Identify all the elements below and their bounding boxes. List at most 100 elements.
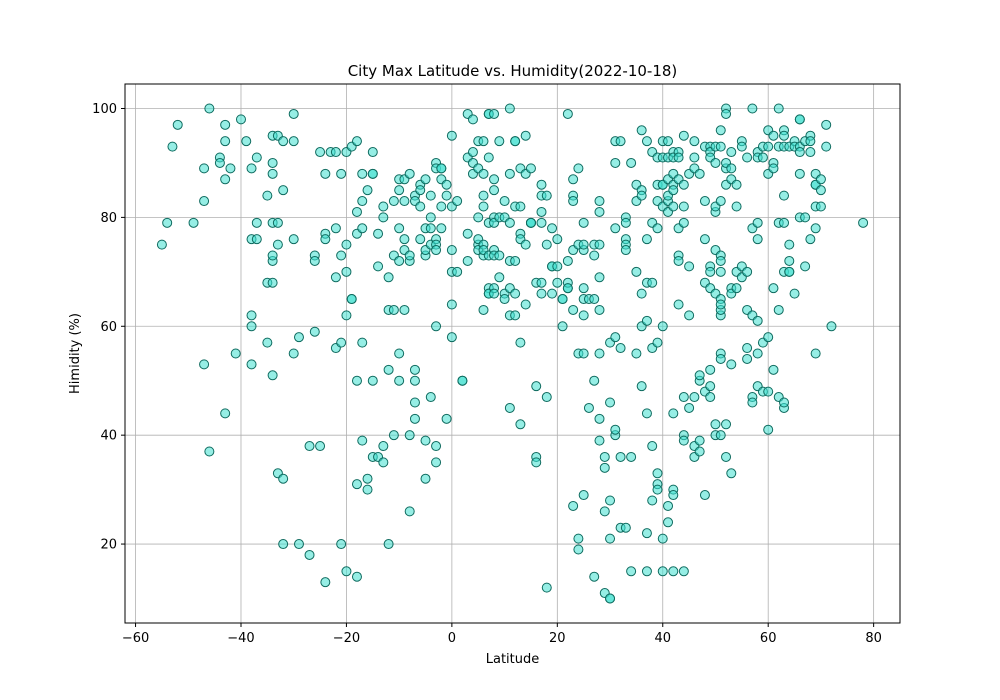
data-point [647,277,658,288]
data-point [578,490,589,501]
data-point [689,152,700,163]
data-point [351,571,362,582]
data-point [489,185,500,196]
data-point [694,370,705,381]
data-point [199,196,210,207]
data-point [536,206,547,217]
data-point [431,441,442,452]
data-point [731,283,742,294]
data-point [715,353,726,364]
data-point [246,310,257,321]
data-point [752,315,763,326]
data-point [757,152,768,163]
data-point [541,239,552,250]
data-point [499,196,510,207]
data-point [573,163,584,174]
data-point [589,375,600,386]
data-point [515,201,526,212]
data-point [626,451,637,462]
data-point [415,234,426,245]
data-point [752,348,763,359]
data-point [431,321,442,332]
data-point [341,310,352,321]
data-point [620,245,631,256]
data-point [409,375,420,386]
data-point [330,223,341,234]
data-point [826,321,837,332]
data-point [636,190,647,201]
data-point [631,348,642,359]
data-point [636,125,647,136]
data-point [747,103,758,114]
data-point [578,217,589,228]
data-point [678,179,689,190]
data-point [573,533,584,544]
data-point [641,566,652,577]
data-point [494,136,505,147]
data-point [225,163,236,174]
data-point [794,147,805,158]
data-point [478,136,489,147]
data-point [388,304,399,315]
data-point [510,136,521,147]
data-point [768,283,779,294]
data-point [578,283,589,294]
data-point [436,201,447,212]
data-point [747,397,758,408]
data-point [594,206,605,217]
data-point [278,136,289,147]
data-point [357,337,368,348]
data-point [394,348,405,359]
data-point [794,168,805,179]
data-point [478,304,489,315]
data-point [610,424,621,435]
data-point [715,141,726,152]
data-point [773,103,784,114]
data-point [504,103,515,114]
data-point [362,185,373,196]
data-point [689,136,700,147]
data-point [278,473,289,484]
data-point [241,136,252,147]
data-point [610,223,621,234]
data-point [251,217,262,228]
data-point [541,392,552,403]
y-tick-label: 60 [100,320,117,335]
data-point [647,441,658,452]
data-point [336,539,347,550]
data-point [357,223,368,234]
data-point [663,500,674,511]
data-point [684,402,695,413]
data-point [431,245,442,256]
data-point [610,332,621,343]
data-point [731,201,742,212]
data-point [715,125,726,136]
data-point [715,299,726,310]
data-point [647,495,658,506]
data-point [800,212,811,223]
data-point [267,277,278,288]
data-point [404,506,415,517]
data-point [267,370,278,381]
data-point [515,337,526,348]
data-point [367,375,378,386]
data-point [620,217,631,228]
data-point [784,255,795,266]
data-point [705,381,716,392]
data-point [821,141,832,152]
data-point [710,157,721,168]
data-point [415,185,426,196]
data-point [784,266,795,277]
data-point [394,255,405,266]
data-point [689,392,700,403]
data-point [235,114,246,125]
data-point [552,261,563,272]
data-point [367,147,378,158]
data-point [404,430,415,441]
data-point [562,108,573,119]
data-point [504,168,515,179]
data-point [373,261,384,272]
data-point [309,255,320,266]
data-point [541,582,552,593]
data-point [641,136,652,147]
